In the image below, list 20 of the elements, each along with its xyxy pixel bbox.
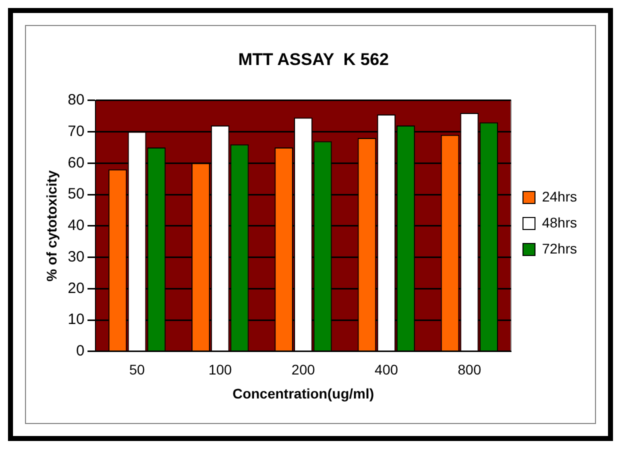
- y-tick-label: 0: [76, 342, 84, 360]
- y-tick-label: 70: [68, 122, 84, 140]
- x-tick-label: 50: [129, 362, 146, 378]
- y-tick-label: 80: [68, 92, 84, 109]
- x-axis-title: Concentration(ug/ml): [232, 385, 374, 402]
- y-axis-title: % of cytotoxicity: [43, 170, 60, 282]
- x-tick-label: 400: [374, 362, 398, 378]
- x-tick-label: 200: [292, 362, 316, 378]
- x-tick-label: 100: [208, 362, 232, 378]
- y-tick-label: 10: [68, 311, 84, 328]
- y-tick-label: 40: [68, 217, 84, 234]
- chart-title: MTT ASSAY K 562: [238, 50, 389, 69]
- y-tick-label: 30: [68, 248, 84, 266]
- y-tick-label: 50: [68, 186, 84, 203]
- y-tick-label: 60: [68, 154, 84, 172]
- x-tick-label: 800: [458, 362, 482, 378]
- legend-label: 24hrs: [542, 188, 578, 204]
- legend-label: 72hrs: [542, 240, 578, 256]
- legend-label: 48hrs: [542, 214, 578, 230]
- y-tick-label: 20: [68, 280, 84, 297]
